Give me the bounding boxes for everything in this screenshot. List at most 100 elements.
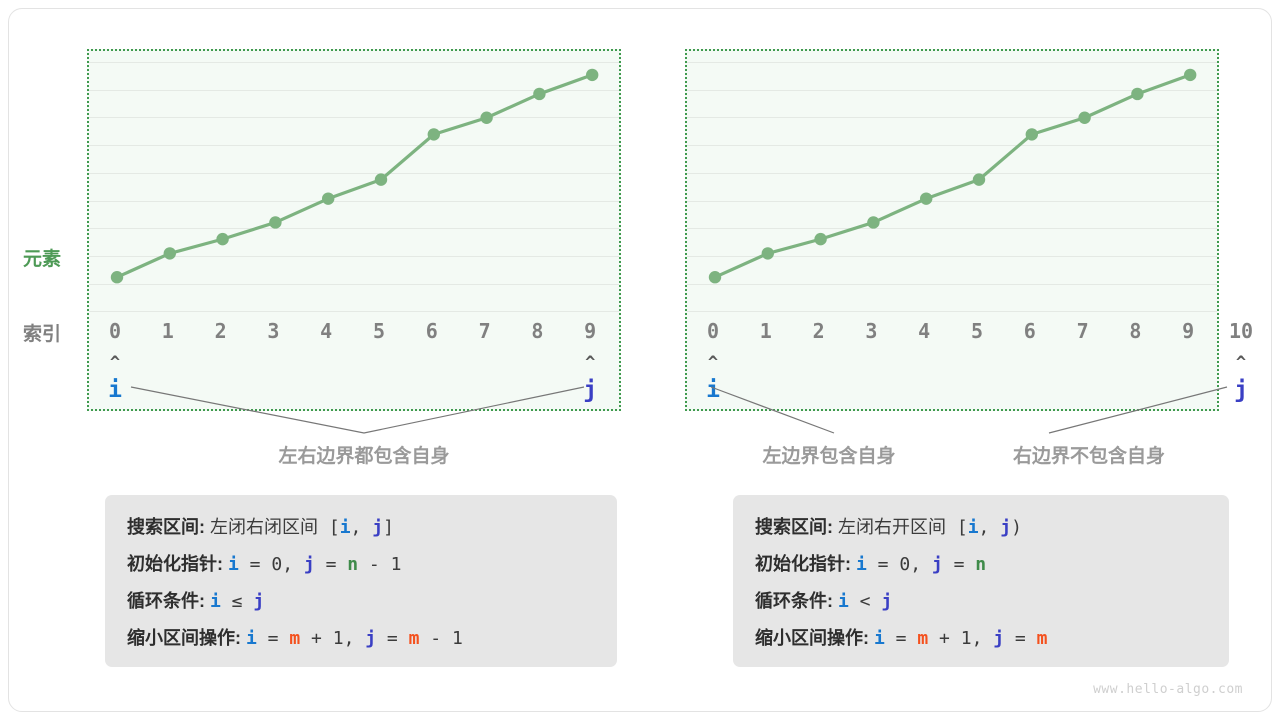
token-j: j <box>303 554 315 575</box>
info-line: 循环条件: i < j <box>755 583 1209 620</box>
token-i: i <box>874 628 885 649</box>
index-tick-0: 0 <box>706 319 720 343</box>
token-n: n <box>347 554 359 575</box>
data-point <box>216 232 229 246</box>
token-i: i <box>228 554 239 575</box>
token-m: m <box>917 628 929 649</box>
index-tick-2: 2 <box>214 319 227 343</box>
info-line-label: 缩小区间操作: <box>127 628 246 648</box>
token-i: i <box>967 517 979 538</box>
data-point <box>163 247 176 260</box>
token-num: 1 <box>332 628 344 649</box>
data-point <box>269 216 282 229</box>
line-chart-left <box>110 68 599 284</box>
token-op: = <box>238 554 272 575</box>
token-br: [ <box>956 517 968 538</box>
info-line: 缩小区间操作: i = m + 1, j = m <box>755 620 1209 657</box>
index-tick-1: 1 <box>759 319 772 343</box>
info-line: 搜索区间: 左闭右闭区间 [i, j] <box>127 509 597 546</box>
token-plain: 左闭右闭区间 <box>210 517 329 538</box>
index-tick-6: 6 <box>1023 319 1036 343</box>
caret-icon-i: ^ <box>109 353 121 373</box>
data-point <box>427 128 440 141</box>
caret-icon-i: ^ <box>707 353 719 373</box>
token-op: = <box>314 554 348 575</box>
plot-area-left <box>87 49 621 411</box>
index-tick-8: 8 <box>1129 319 1142 343</box>
token-j: j <box>372 517 384 538</box>
row-label-index: 索引 <box>23 324 62 345</box>
pointer-label-i: i <box>108 377 122 403</box>
index-tick-1: 1 <box>161 319 174 343</box>
panel-closed-closed: 元素 索引 0 1 2 3 4 5 6 7 8 9 ^ i ^ j 左右边界都包含自身 搜索区间: 左闭右… <box>9 9 649 711</box>
info-line: 搜索区间: 左闭右开区间 [i, j) <box>755 509 1209 546</box>
data-point <box>1131 87 1144 101</box>
data-point <box>1078 111 1091 124</box>
data-point <box>814 232 827 246</box>
row-label-elements: 元素 <box>23 249 62 270</box>
token-i: i <box>856 554 867 575</box>
data-point <box>1025 128 1038 141</box>
pointer-label-j: j <box>1234 377 1248 403</box>
index-tick-7: 7 <box>478 319 491 343</box>
caption-left-0: 左右边界都包含自身 <box>278 446 450 467</box>
pointer-label-i: i <box>706 377 720 403</box>
info-line: 初始化指针: i = 0, j = n <box>755 546 1209 583</box>
token-op: , <box>282 554 304 575</box>
index-tick-5: 5 <box>970 319 984 343</box>
info-line-label: 初始化指针: <box>127 554 228 574</box>
token-num: 0 <box>271 554 283 575</box>
token-op: , <box>350 517 373 538</box>
watermark-url: www.hello-algo.com <box>1093 682 1243 697</box>
info-line-label: 循环条件: <box>127 591 210 611</box>
figure-card: 元素 索引 0 1 2 3 4 5 6 7 8 9 ^ i ^ j 左右边界都包含自身 搜索区间: 左闭右… <box>8 8 1272 712</box>
data-point <box>586 68 599 82</box>
index-tick-7: 7 <box>1076 319 1089 343</box>
index-tick-9: 9 <box>1182 319 1195 343</box>
token-j: j <box>993 628 1005 649</box>
index-tick-9: 9 <box>584 319 597 343</box>
index-tick-6: 6 <box>425 319 438 343</box>
token-i: i <box>246 628 257 649</box>
data-point <box>708 271 722 284</box>
info-line-label: 搜索区间: <box>127 517 210 537</box>
token-op: = <box>256 628 290 649</box>
token-num: 1 <box>390 554 402 575</box>
data-point <box>1184 68 1197 82</box>
token-op: + <box>300 628 333 649</box>
index-tick-8: 8 <box>531 319 544 343</box>
info-line: 初始化指针: i = 0, j = n - 1 <box>127 546 597 583</box>
token-br: [ <box>328 517 340 538</box>
token-op: - <box>419 628 452 649</box>
token-m: m <box>408 628 420 649</box>
token-op: = <box>884 628 918 649</box>
panel-closed-open: 0 1 2 3 4 5 6 7 8 9 10 ^ i ^ j 左边界包含自身 右边界不包含自身 搜索区间: … <box>649 9 1271 711</box>
token-m: m <box>289 628 301 649</box>
index-tick-3: 3 <box>865 319 878 343</box>
info-line-label: 循环条件: <box>755 591 838 611</box>
index-tick-2: 2 <box>812 319 825 343</box>
token-j: j <box>253 591 265 612</box>
caret-icon-j: ^ <box>585 353 596 373</box>
token-j: j <box>881 591 893 612</box>
data-point <box>110 271 124 284</box>
token-num: 0 <box>899 554 911 575</box>
token-op: , <box>978 517 1001 538</box>
data-point <box>533 87 546 101</box>
token-op: < <box>848 591 882 612</box>
data-point <box>322 192 335 205</box>
index-tick-10: 10 <box>1228 319 1254 343</box>
line-chart-right <box>708 68 1197 284</box>
data-point <box>374 173 388 186</box>
token-op: ≤ <box>220 591 254 612</box>
chart-line <box>115 73 594 279</box>
index-tick-4: 4 <box>320 319 333 343</box>
info-box-left: 搜索区间: 左闭右闭区间 [i, j] 初始化指针: i = 0, j = n -… <box>105 495 617 667</box>
data-point <box>920 192 933 205</box>
token-op: - <box>358 554 391 575</box>
data-point <box>972 173 986 186</box>
token-br: ] <box>383 517 394 538</box>
token-m: m <box>1036 628 1048 649</box>
index-tick-4: 4 <box>918 319 931 343</box>
plot-area-right <box>685 49 1219 411</box>
